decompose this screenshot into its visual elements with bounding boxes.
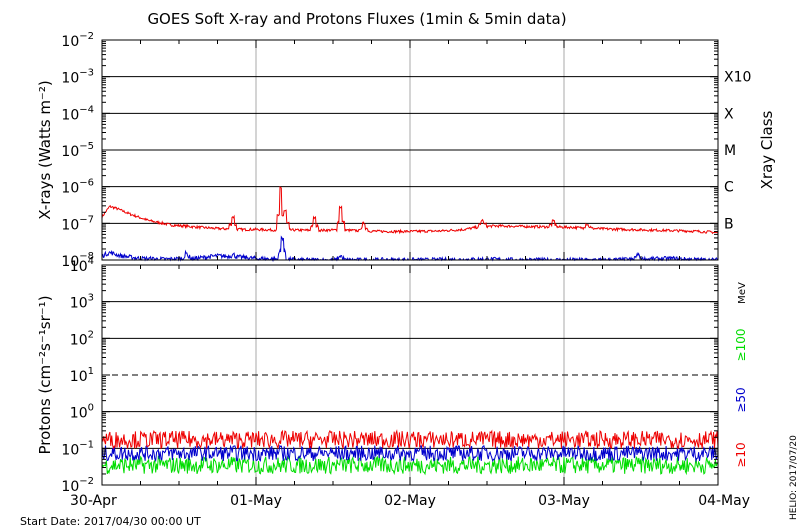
x-tick-label: 02-May <box>384 493 436 509</box>
credit-label: HELIO: 2017/07/20 <box>789 435 799 520</box>
y-tick-exponent: −2 <box>79 476 94 487</box>
y-tick-exponent: 4 <box>88 256 94 267</box>
y-tick-exponent: −4 <box>79 104 94 115</box>
xray-long-series <box>101 186 719 235</box>
y-tick-label: 10−6 <box>61 178 94 197</box>
y-tick-exponent: −8 <box>79 251 94 262</box>
proton-unit-label: MeV <box>737 282 748 304</box>
proton-panel: 1 0 −2 10−1 100 101 102 103 104 ≥10 ≥50 ≥100 MeV Pr… <box>36 256 748 495</box>
xray-class-axis-label: Xray Class <box>758 110 776 189</box>
proton-legend: ≥10 ≥50 ≥100 MeV <box>734 282 748 468</box>
xray-class-label: B <box>724 216 734 232</box>
y-tick-label: 104 <box>70 256 94 275</box>
xray-ylabel: X-rays (Watts m⁻²) <box>36 80 54 219</box>
proton-legend-label: ≥100 <box>734 329 748 362</box>
xray-class-label: X10 <box>724 70 751 86</box>
y-tick-label: 103 <box>70 293 94 312</box>
xray-grid <box>102 40 718 260</box>
xray-class-label: M <box>724 143 736 159</box>
y-tick-exponent: −1 <box>79 439 94 450</box>
x-axis-ticks: 30-Apr 01-May 02-May 03-May 04-May <box>70 40 750 509</box>
y-tick-exponent: 2 <box>88 329 94 340</box>
x-tick-label: 01-May <box>230 493 282 509</box>
proton-plot <box>101 429 719 476</box>
proton-legend-label: ≥10 <box>734 442 748 467</box>
proton-series-ge10 <box>101 429 719 450</box>
y-tick-label: 101 <box>70 366 94 385</box>
y-tick-exponent: 3 <box>88 293 94 304</box>
y-tick-label: 10−1 <box>61 439 94 458</box>
y-tick-label: 102 <box>70 329 94 348</box>
y-tick-label: 100 <box>70 403 94 422</box>
y-tick-label: 10−2 <box>61 31 94 50</box>
proton-legend-label: ≥50 <box>734 387 748 412</box>
y-tick-exponent: 1 <box>88 366 94 377</box>
y-tick-label: 10−3 <box>61 68 94 87</box>
proton-series-ge100 <box>101 455 719 476</box>
y-tick-exponent: −5 <box>79 141 94 152</box>
y-tick-exponent: 0 <box>88 403 94 414</box>
chart-title: GOES Soft X-ray and Protons Fluxes (1min… <box>147 10 566 28</box>
x-tick-label: 30-Apr <box>70 493 117 509</box>
xray-class-label: C <box>724 180 734 196</box>
y-tick-label: 10−5 <box>61 141 94 160</box>
y-tick-label: 10−7 <box>61 214 94 233</box>
y-tick-exponent: −7 <box>79 214 94 225</box>
xray-class-label: X <box>724 106 734 122</box>
xray-class-labels: B C M X X10 <box>724 70 751 233</box>
start-date: Start Date: 2017/04/30 00:00 UT <box>20 515 201 528</box>
x-tick-label: 03-May <box>538 493 590 509</box>
x-tick-label: 04-May <box>698 493 750 509</box>
proton-series-ge50 <box>101 444 719 463</box>
y-tick-exponent: −3 <box>79 68 94 79</box>
proton-ylabel: Protons (cm⁻²s⁻¹sr⁻¹) <box>36 295 54 454</box>
y-tick-exponent: −2 <box>79 31 94 42</box>
y-tick-label: 10−4 <box>61 104 94 123</box>
y-tick-exponent: −6 <box>79 178 94 189</box>
